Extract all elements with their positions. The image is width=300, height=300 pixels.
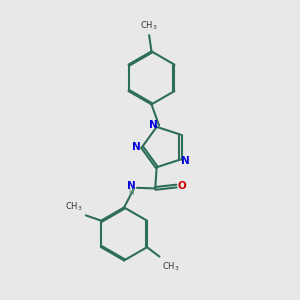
Text: H: H	[128, 188, 134, 197]
Text: O: O	[178, 181, 187, 191]
Text: N: N	[127, 181, 136, 191]
Text: CH$_3$: CH$_3$	[140, 19, 158, 32]
Text: CH$_3$: CH$_3$	[65, 200, 82, 213]
Text: N: N	[132, 142, 141, 152]
Text: N: N	[181, 156, 190, 166]
Text: CH$_3$: CH$_3$	[162, 260, 179, 273]
Text: N: N	[149, 120, 158, 130]
